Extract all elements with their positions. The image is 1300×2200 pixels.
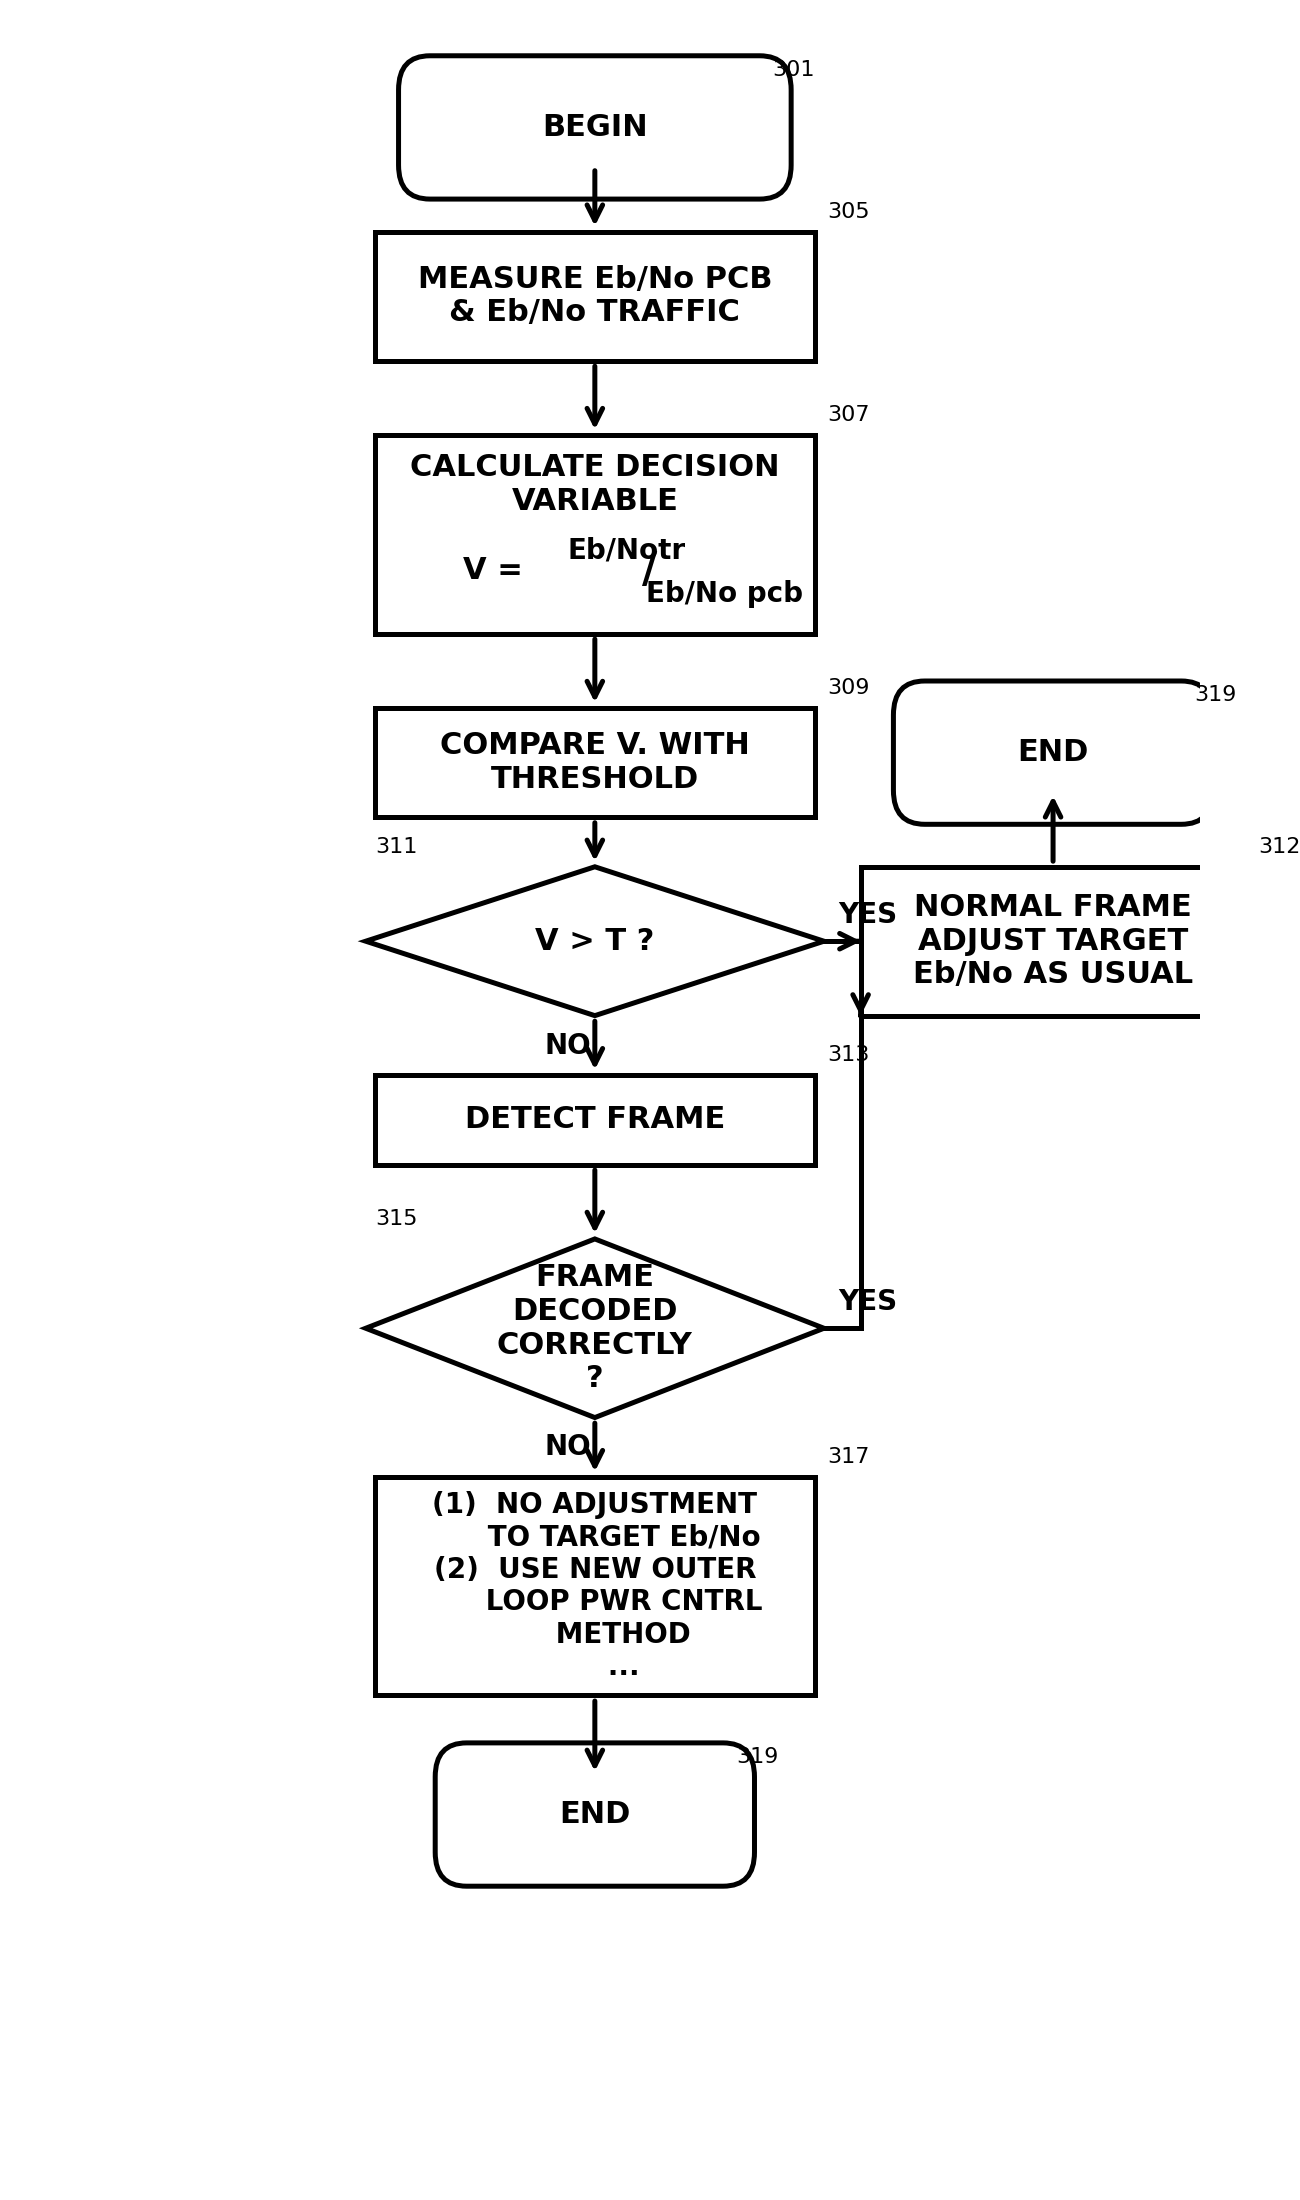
FancyBboxPatch shape (436, 1742, 754, 1885)
Polygon shape (365, 1239, 824, 1417)
Text: END: END (559, 1800, 630, 1828)
Text: 319: 319 (1195, 684, 1236, 704)
Text: NORMAL FRAME
ADJUST TARGET
Eb/No AS USUAL: NORMAL FRAME ADJUST TARGET Eb/No AS USUA… (913, 893, 1193, 990)
Bar (374, 708, 815, 816)
Bar (374, 231, 815, 361)
Bar (374, 436, 815, 634)
Text: DETECT FRAME: DETECT FRAME (464, 1104, 725, 1135)
Bar (861, 867, 1245, 1016)
Polygon shape (365, 867, 824, 1016)
Text: 317: 317 (828, 1448, 870, 1467)
FancyBboxPatch shape (893, 682, 1213, 825)
Text: NO: NO (543, 1032, 590, 1060)
Text: 312: 312 (1258, 836, 1300, 856)
Text: 313: 313 (828, 1045, 870, 1065)
FancyBboxPatch shape (399, 55, 792, 198)
Text: END: END (1018, 739, 1089, 768)
Text: (1)  NO ADJUSTMENT
      TO TARGET Eb/No
(2)  USE NEW OUTER
      LOOP PWR CNTRL: (1) NO ADJUSTMENT TO TARGET Eb/No (2) US… (428, 1492, 762, 1681)
Text: V > T ?: V > T ? (536, 926, 654, 955)
Text: YES: YES (838, 902, 898, 928)
Text: 301: 301 (772, 59, 815, 79)
Text: 315: 315 (374, 1210, 417, 1230)
Text: YES: YES (838, 1289, 898, 1316)
Bar (374, 1076, 815, 1164)
Text: BEGIN: BEGIN (542, 112, 647, 143)
Text: 309: 309 (828, 678, 870, 697)
Text: 319: 319 (736, 1747, 779, 1767)
Text: MEASURE Eb/No PCB
& Eb/No TRAFFIC: MEASURE Eb/No PCB & Eb/No TRAFFIC (417, 264, 772, 328)
Text: Eb/No pcb: Eb/No pcb (646, 581, 803, 607)
Bar (374, 1476, 815, 1696)
Text: Eb/Notr: Eb/Notr (567, 537, 685, 563)
Text: FRAME
DECODED
CORRECTLY
?: FRAME DECODED CORRECTLY ? (497, 1263, 693, 1393)
Text: NO: NO (543, 1434, 590, 1461)
Text: 311: 311 (374, 836, 417, 856)
Text: 305: 305 (828, 202, 870, 222)
Text: COMPARE V. WITH
THRESHOLD: COMPARE V. WITH THRESHOLD (439, 730, 750, 794)
Text: /: / (642, 550, 658, 592)
Text: V =: V = (463, 557, 523, 585)
Text: 307: 307 (828, 405, 870, 425)
Text: CALCULATE DECISION
VARIABLE: CALCULATE DECISION VARIABLE (410, 453, 780, 517)
